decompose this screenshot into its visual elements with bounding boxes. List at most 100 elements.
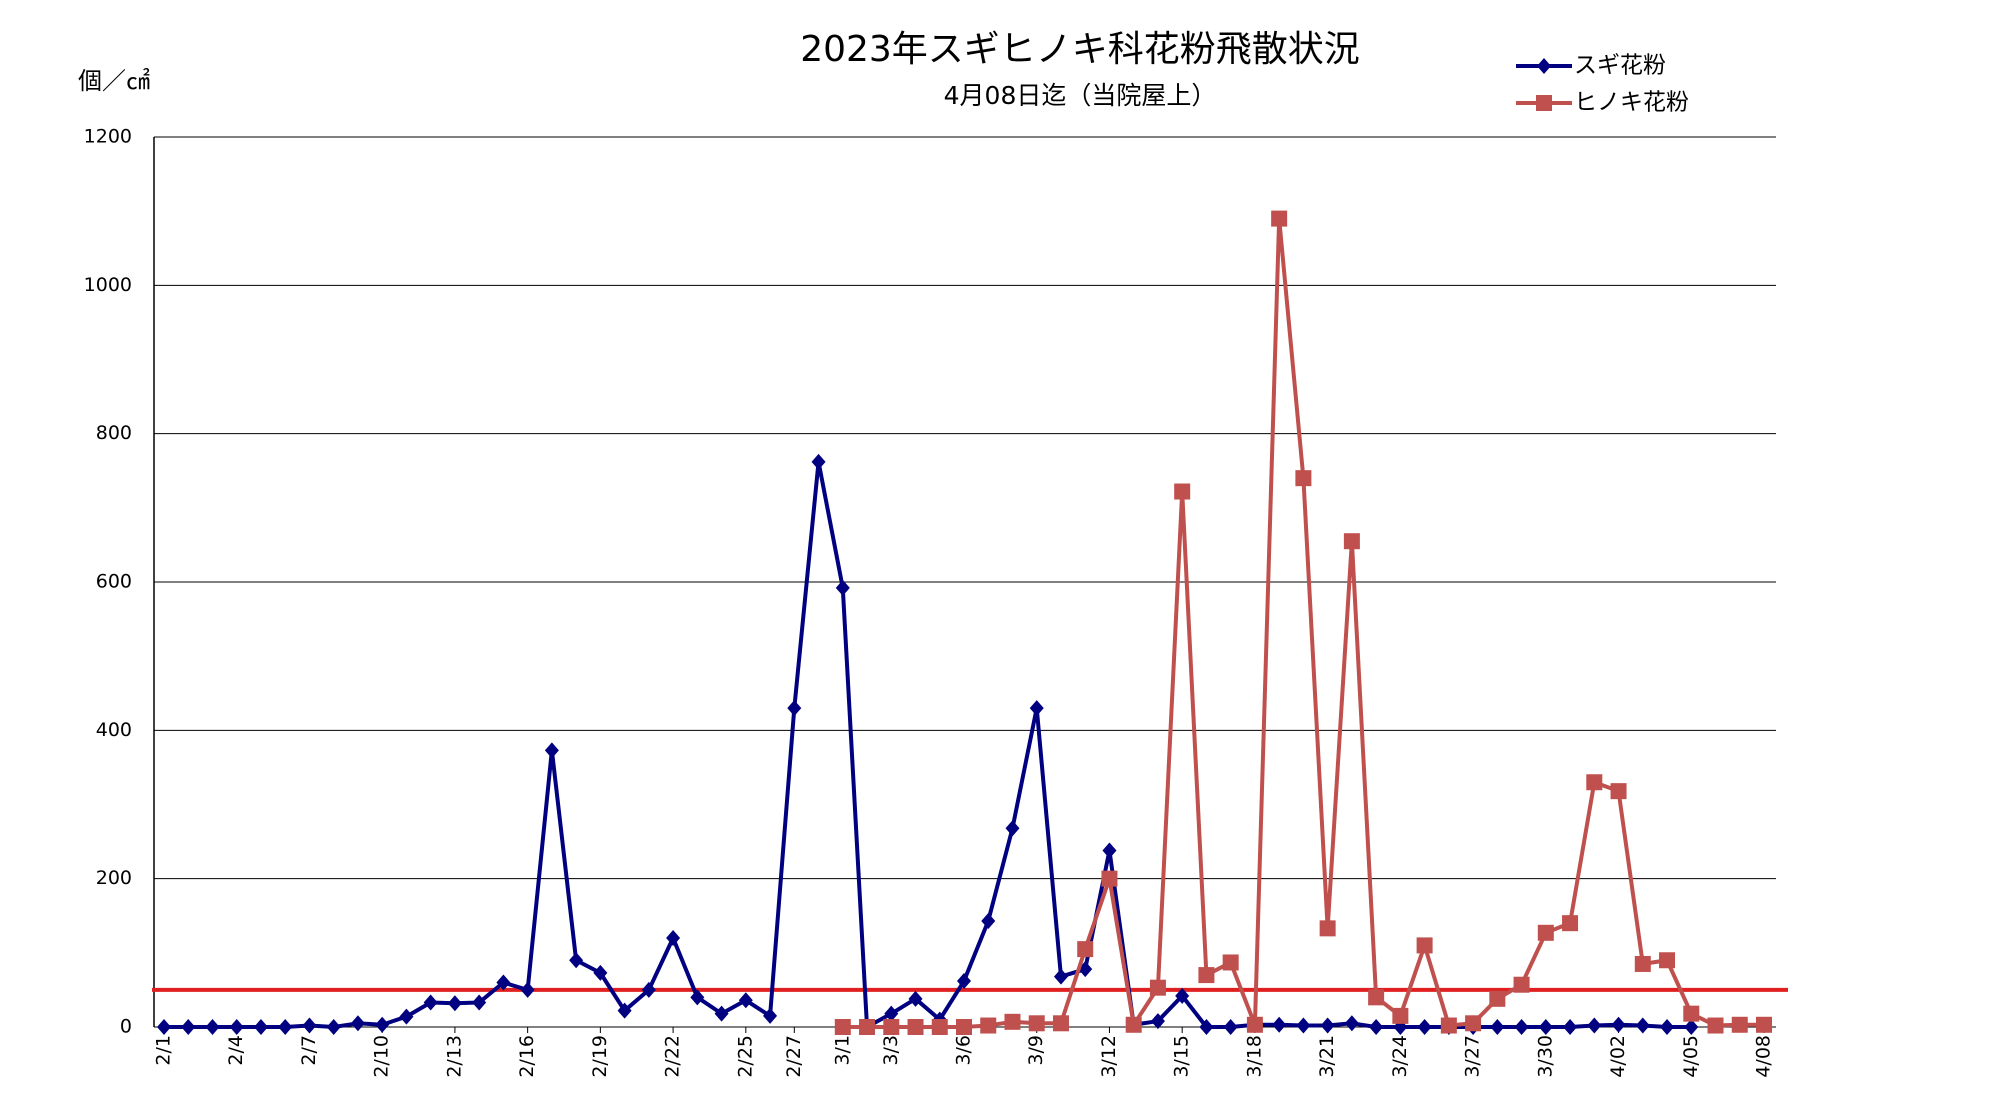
point xyxy=(1611,1016,1626,1033)
x-tick-label: 2/7 xyxy=(298,1035,320,1066)
point xyxy=(1538,1019,1553,1035)
point xyxy=(1587,1017,1602,1034)
point xyxy=(1125,1016,1142,1033)
point xyxy=(1563,1019,1578,1035)
x-tick-label: 4/02 xyxy=(1607,1035,1629,1078)
point xyxy=(472,994,487,1011)
legend-label: ヒノキ花粉 xyxy=(1574,90,1689,116)
point xyxy=(1320,1017,1335,1034)
point xyxy=(907,1019,924,1035)
x-tick-label: 2/27 xyxy=(783,1035,805,1078)
point xyxy=(1731,1016,1748,1033)
chart-subtitle: 4月08日迄（当院屋上） xyxy=(944,81,1217,110)
point xyxy=(593,964,608,981)
point xyxy=(981,912,996,929)
point xyxy=(1660,1019,1675,1035)
point xyxy=(1149,979,1166,996)
point xyxy=(1513,976,1530,993)
point xyxy=(1368,989,1385,1006)
point xyxy=(1343,533,1360,550)
point xyxy=(350,1015,365,1032)
x-tick-label: 2/22 xyxy=(662,1035,684,1078)
point xyxy=(447,995,462,1012)
point xyxy=(1416,937,1433,954)
point xyxy=(1052,1015,1069,1032)
point xyxy=(229,1019,244,1035)
point xyxy=(1053,968,1068,985)
y-axis-label: 個／㎠ xyxy=(78,67,150,95)
point xyxy=(278,1019,293,1035)
point xyxy=(1077,941,1094,958)
x-tick-label: 3/30 xyxy=(1534,1035,1556,1078)
point xyxy=(1029,700,1044,717)
point xyxy=(520,981,535,998)
x-tick-label: 3/18 xyxy=(1243,1035,1265,1078)
point xyxy=(326,1019,341,1035)
x-tick-label: 3/27 xyxy=(1462,1035,1484,1078)
y-tick-label: 200 xyxy=(96,867,132,889)
point xyxy=(1683,1005,1700,1022)
point xyxy=(1344,1015,1359,1032)
point xyxy=(1562,915,1579,932)
point xyxy=(980,1017,997,1034)
point xyxy=(1537,58,1551,74)
point xyxy=(1417,1019,1432,1035)
point xyxy=(423,994,438,1011)
point xyxy=(714,1005,729,1022)
point xyxy=(883,1019,900,1035)
point xyxy=(1296,1017,1311,1034)
point xyxy=(1440,1017,1457,1034)
x-tick-label: 3/3 xyxy=(880,1035,902,1066)
point xyxy=(1659,952,1676,969)
point xyxy=(690,989,705,1006)
point xyxy=(884,1005,899,1022)
x-tick-label: 2/13 xyxy=(443,1035,465,1078)
x-tick-label: 4/08 xyxy=(1753,1035,1775,1078)
legend-label: スギ花粉 xyxy=(1574,53,1666,79)
point xyxy=(1465,1015,1482,1032)
point xyxy=(666,930,681,946)
point xyxy=(1537,924,1554,941)
point xyxy=(931,1019,948,1035)
y-tick-label: 600 xyxy=(96,571,132,593)
x-tick-label: 3/1 xyxy=(831,1035,853,1066)
point xyxy=(1684,1019,1699,1035)
point xyxy=(834,1019,851,1035)
point xyxy=(253,1019,268,1035)
y-tick-label: 1200 xyxy=(84,126,132,148)
point xyxy=(1490,1019,1505,1035)
point xyxy=(1319,920,1336,937)
point xyxy=(375,1016,390,1033)
point xyxy=(1369,1019,1384,1035)
point xyxy=(1586,774,1603,791)
point xyxy=(859,1019,876,1035)
point xyxy=(617,1002,632,1019)
point xyxy=(157,1019,171,1035)
point xyxy=(1222,954,1239,971)
point xyxy=(544,742,559,759)
point xyxy=(763,1007,778,1024)
point xyxy=(1610,783,1627,800)
x-tick-label: 2/16 xyxy=(516,1035,538,1078)
point xyxy=(399,1008,414,1025)
x-tick-label: 2/25 xyxy=(734,1035,756,1078)
point xyxy=(957,973,971,990)
point xyxy=(1102,842,1117,859)
point xyxy=(787,700,802,717)
point xyxy=(1150,1013,1165,1030)
chart-title: 2023年スギヒノキ科花粉飛散状況 xyxy=(800,29,1360,70)
point xyxy=(1514,1019,1529,1035)
point xyxy=(569,952,584,969)
point xyxy=(1005,820,1020,837)
point xyxy=(641,981,656,998)
point xyxy=(956,1019,972,1035)
point xyxy=(1707,1017,1724,1034)
point xyxy=(908,990,923,1007)
point xyxy=(1175,987,1190,1004)
x-tick-label: 3/9 xyxy=(1025,1035,1047,1066)
point xyxy=(1246,1016,1263,1033)
point xyxy=(1295,470,1312,487)
series-line xyxy=(842,216,1764,1029)
point xyxy=(1101,870,1118,887)
